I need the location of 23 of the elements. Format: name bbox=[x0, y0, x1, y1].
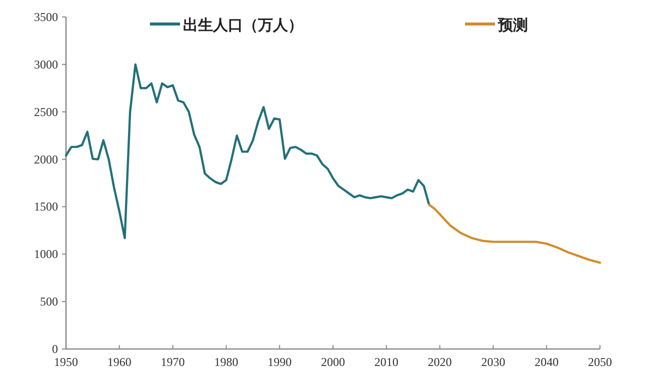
x-tick-label: 1980 bbox=[214, 355, 238, 369]
x-tick-label: 2010 bbox=[374, 355, 398, 369]
y-tick-label: 2000 bbox=[34, 152, 58, 166]
x-tick-label: 1970 bbox=[160, 355, 185, 369]
x-tick-label: 1990 bbox=[268, 355, 292, 369]
y-tick-label: 3500 bbox=[34, 10, 58, 24]
x-tick-label: 2040 bbox=[534, 355, 559, 369]
y-tick-label: 1000 bbox=[34, 247, 58, 262]
x-tick-label: 2020 bbox=[428, 355, 452, 369]
line-series bbox=[64, 63, 430, 240]
x-tick-label: 1950 bbox=[54, 355, 78, 369]
legend-label: 预测 bbox=[497, 16, 528, 34]
legend-label: 出生人口（万人） bbox=[183, 16, 303, 34]
y-tick-label: 1500 bbox=[34, 200, 58, 214]
x-tick-label: 2000 bbox=[321, 355, 345, 369]
y-tick-label: 2500 bbox=[34, 104, 58, 119]
x-tick-label: 2030 bbox=[481, 355, 506, 369]
line-series bbox=[428, 204, 602, 264]
x-tick-label: 2050 bbox=[588, 355, 612, 369]
y-tick-label: 500 bbox=[40, 294, 58, 309]
y-tick-label: 0 bbox=[52, 342, 58, 356]
x-tick-label: 1960 bbox=[107, 355, 132, 369]
y-tick-label: 3000 bbox=[34, 57, 58, 72]
